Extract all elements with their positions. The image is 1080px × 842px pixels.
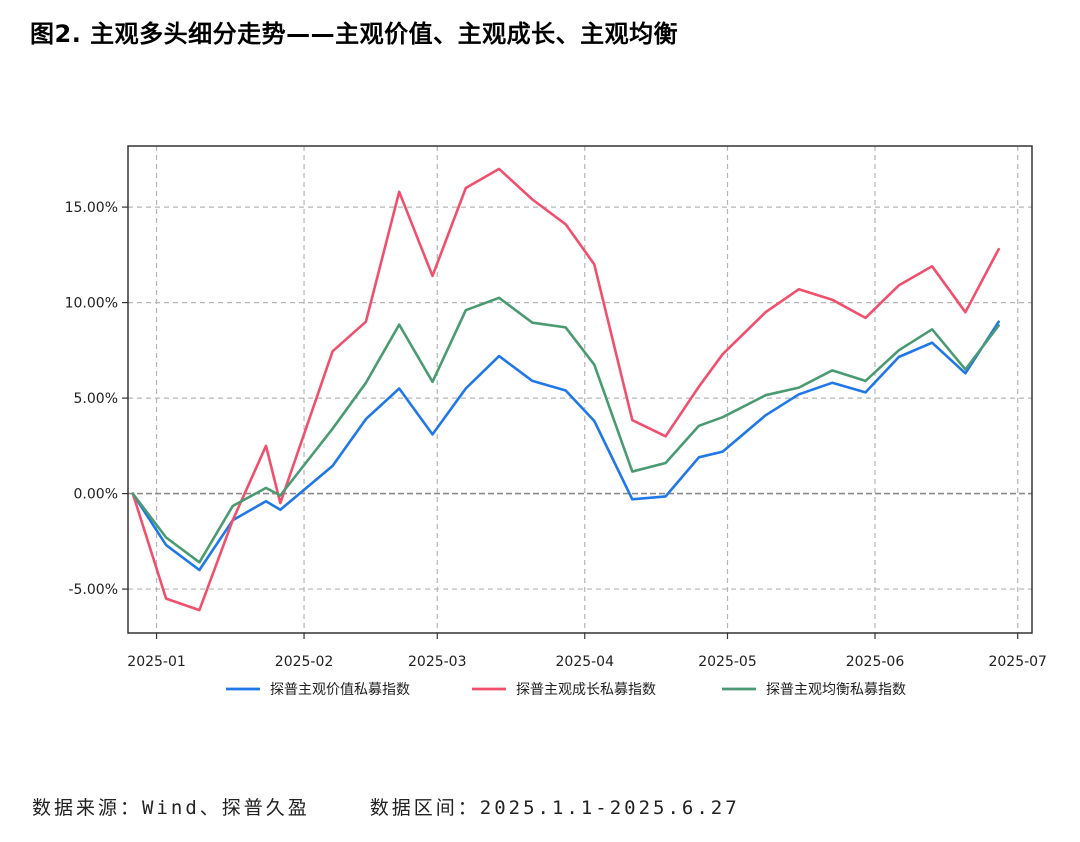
legend: 探普主观价值私募指数 探普主观成长私募指数 探普主观均衡私募指数 xyxy=(226,682,906,698)
plot-frame xyxy=(127,145,1033,634)
legend-label-3: 探普主观均衡私募指数 xyxy=(766,682,906,698)
x-tick-label: 2025-06 xyxy=(846,654,905,670)
footer-range: 数据区间：2025.1.1-2025.6.27 xyxy=(369,797,740,819)
chart-title: 图2. 主观多头细分走势——主观价值、主观成长、主观均衡 xyxy=(30,20,679,48)
y-tick-label: -5.00% xyxy=(68,582,118,598)
x-axis: 2025-01 2025-02 2025-03 2025-04 2025-05 2025-… xyxy=(127,633,1047,670)
y-tick-label: 0.00% xyxy=(74,487,118,503)
y-axis: -5.00% 0.00% 5.00% 10.00% 15.00% xyxy=(65,200,128,598)
x-tick-label: 2025-02 xyxy=(275,654,334,670)
footer-source: 数据来源：Wind、探普久盈 xyxy=(32,797,310,819)
x-tick-label: 2025-07 xyxy=(988,654,1047,670)
footer: 数据来源：Wind、探普久盈 数据区间：2025.1.1-2025.6.27 xyxy=(32,793,740,820)
series-lines xyxy=(131,167,1001,612)
x-tick-label: 2025-05 xyxy=(698,654,757,670)
x-tick-label: 2025-01 xyxy=(127,654,186,670)
series-line-1 xyxy=(131,320,1001,572)
y-tick-label: 10.00% xyxy=(65,296,118,312)
y-tick-label: 5.00% xyxy=(74,391,118,407)
legend-label-1: 探普主观价值私募指数 xyxy=(270,682,410,698)
series-line-2 xyxy=(131,167,1001,612)
x-tick-label: 2025-04 xyxy=(556,654,615,670)
y-tick-label: 15.00% xyxy=(65,200,118,216)
grid-lines xyxy=(128,146,1032,633)
legend-label-2: 探普主观成长私募指数 xyxy=(516,682,656,698)
series-line-3 xyxy=(131,296,1001,564)
x-tick-label: 2025-03 xyxy=(408,654,467,670)
